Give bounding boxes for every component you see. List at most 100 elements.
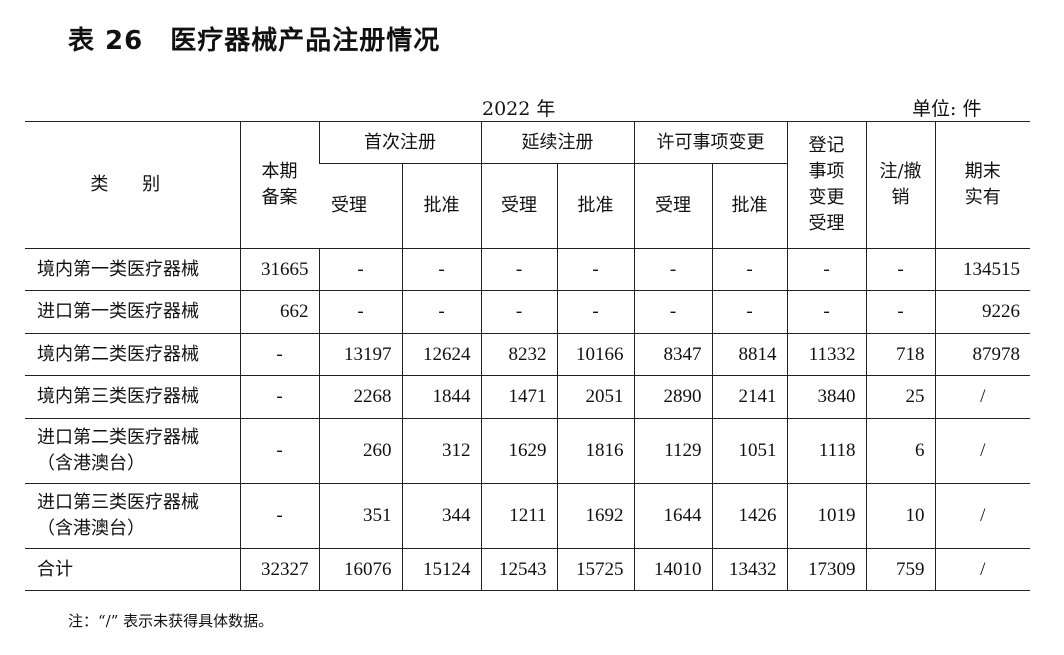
header-end-total: 期末 实有 — [934, 121, 1030, 249]
table-row: 进口第一类医疗器械 662- - - - - - - -9226 — [25, 290, 1030, 334]
table-cell: - — [556, 248, 634, 291]
row-label: 进口第三类医疗器械 （含港澳台） — [25, 483, 240, 549]
row-label: 合计 — [25, 548, 240, 591]
table-cell: - — [865, 290, 935, 334]
table-cell: 2890 — [633, 375, 712, 419]
table-cell: 1816 — [556, 418, 634, 484]
table-cell: - — [786, 248, 866, 291]
table-cell: 1118 — [786, 418, 866, 484]
table-note: 注：“/” 表示未获得具体数据。 — [68, 612, 274, 630]
header-filing: 本期 备案 — [239, 121, 319, 249]
table-cell: - — [239, 483, 319, 549]
table-cell: / — [934, 418, 1030, 484]
table-cell: 6 — [865, 418, 935, 484]
table-cell: 13432 — [711, 548, 787, 591]
table-cell: 12543 — [480, 548, 557, 591]
table-cell: 351 — [318, 483, 402, 549]
table-row: 合计 32327 16076 15124 12543 15725 14010 13432 173… — [25, 548, 1030, 591]
table-cell: - — [318, 248, 402, 291]
table-cell: 1426 — [711, 483, 787, 549]
table-cell: 13197 — [318, 333, 402, 376]
table-cell: 32327 — [239, 548, 319, 591]
table-cell: 1629 — [480, 418, 557, 484]
table-cell: 9226 — [934, 290, 1030, 334]
table-cell: - — [401, 248, 481, 291]
table-cell: 1844 — [401, 375, 481, 419]
table-cell: 25 — [865, 375, 935, 419]
table-cell: / — [934, 375, 1030, 419]
table-cell: 17309 — [786, 548, 866, 591]
table-cell: - — [239, 375, 319, 419]
table-title: 表 26 医疗器械产品注册情况 — [68, 26, 441, 56]
header-approve: 批准 — [401, 163, 481, 249]
table-cell: 87978 — [934, 333, 1030, 376]
table-cell: / — [934, 483, 1030, 549]
table-cell: 1129 — [633, 418, 712, 484]
table-cell: - — [711, 290, 787, 334]
table-cell: - — [480, 290, 557, 334]
header-cancel: 注/撤 销 — [865, 121, 935, 249]
table-cell: - — [401, 290, 481, 334]
header-accept: 受理 — [480, 163, 557, 249]
table-cell: - — [633, 248, 712, 291]
table-cell: 31665 — [239, 248, 319, 291]
table-cell: - — [239, 418, 319, 484]
table-cell: 8814 — [711, 333, 787, 376]
header-accept: 受理 — [319, 163, 402, 249]
table-cell: - — [556, 290, 634, 334]
row-label: 进口第二类医疗器械 （含港澳台） — [25, 418, 240, 484]
table-cell: 718 — [865, 333, 935, 376]
table-cell: 10 — [865, 483, 935, 549]
table-cell: 134515 — [934, 248, 1030, 291]
table-cell: 260 — [318, 418, 402, 484]
table-cell: - — [865, 248, 935, 291]
table-cell: / — [934, 548, 1030, 591]
table-cell: 15725 — [556, 548, 634, 591]
table-cell: 16076 — [318, 548, 402, 591]
header-first-registration: 首次注册 — [318, 121, 481, 164]
header-renewal: 延续注册 — [480, 121, 634, 164]
table-cell: 8232 — [480, 333, 557, 376]
table-cell: 1019 — [786, 483, 866, 549]
table-cell: 1644 — [633, 483, 712, 549]
table-cell: 12624 — [401, 333, 481, 376]
table-row: 进口第三类医疗器械 （含港澳台） -351 344 1211 1692 1644 1426 1… — [25, 483, 1030, 549]
table-cell: 14010 — [633, 548, 712, 591]
unit-label: 单位: 件 — [912, 98, 982, 120]
header-approve: 批准 — [711, 163, 787, 249]
table-cell: 1211 — [480, 483, 557, 549]
row-label: 境内第三类医疗器械 — [25, 375, 240, 419]
table-cell: - — [711, 248, 787, 291]
header-license-change: 许可事项变更 — [633, 121, 787, 164]
table-cell: 759 — [865, 548, 935, 591]
table-cell: 662 — [239, 290, 319, 334]
table-cell: 10166 — [556, 333, 634, 376]
table-cell: - — [633, 290, 712, 334]
table-cell: 2268 — [318, 375, 402, 419]
table-cell: 344 — [401, 483, 481, 549]
row-label: 进口第一类医疗器械 — [25, 290, 240, 334]
table-cell: 2141 — [711, 375, 787, 419]
table-cell: 1051 — [711, 418, 787, 484]
table-cell: - — [786, 290, 866, 334]
header-registration-change: 登记 事项 变更 受理 — [786, 121, 866, 249]
table-cell: 2051 — [556, 375, 634, 419]
table-cell: - — [318, 290, 402, 334]
row-label: 境内第二类医疗器械 — [25, 333, 240, 376]
table-cell: - — [480, 248, 557, 291]
table-cell: 8347 — [633, 333, 712, 376]
header-category: 类 别 — [25, 121, 240, 249]
table-cell: 1471 — [480, 375, 557, 419]
table-cell: - — [239, 333, 319, 376]
year-label: 2022 年 — [482, 98, 556, 120]
table-row: 境内第三类医疗器械 -2268 1844 1471 2051 2890 2141 3840 25… — [25, 375, 1030, 419]
table-cell: 11332 — [786, 333, 866, 376]
row-label: 境内第一类医疗器械 — [25, 248, 240, 291]
registration-table: 类 别 本期 备案 首次注册 延续注册 许可事项变更 登记 事项 变更 受理 注… — [25, 121, 1030, 591]
table-row: 境内第二类医疗器械 -13197 12624 8232 10166 8347 8814 113… — [25, 333, 1030, 376]
table-cell: 3840 — [786, 375, 866, 419]
header-approve: 批准 — [556, 163, 634, 249]
table-row: 境内第一类医疗器械 31665- - - - - - - -134515 — [25, 248, 1030, 291]
header-accept: 受理 — [633, 163, 712, 249]
table-row: 进口第二类医疗器械 （含港澳台） -260 312 1629 1816 1129 1051 1… — [25, 418, 1030, 484]
